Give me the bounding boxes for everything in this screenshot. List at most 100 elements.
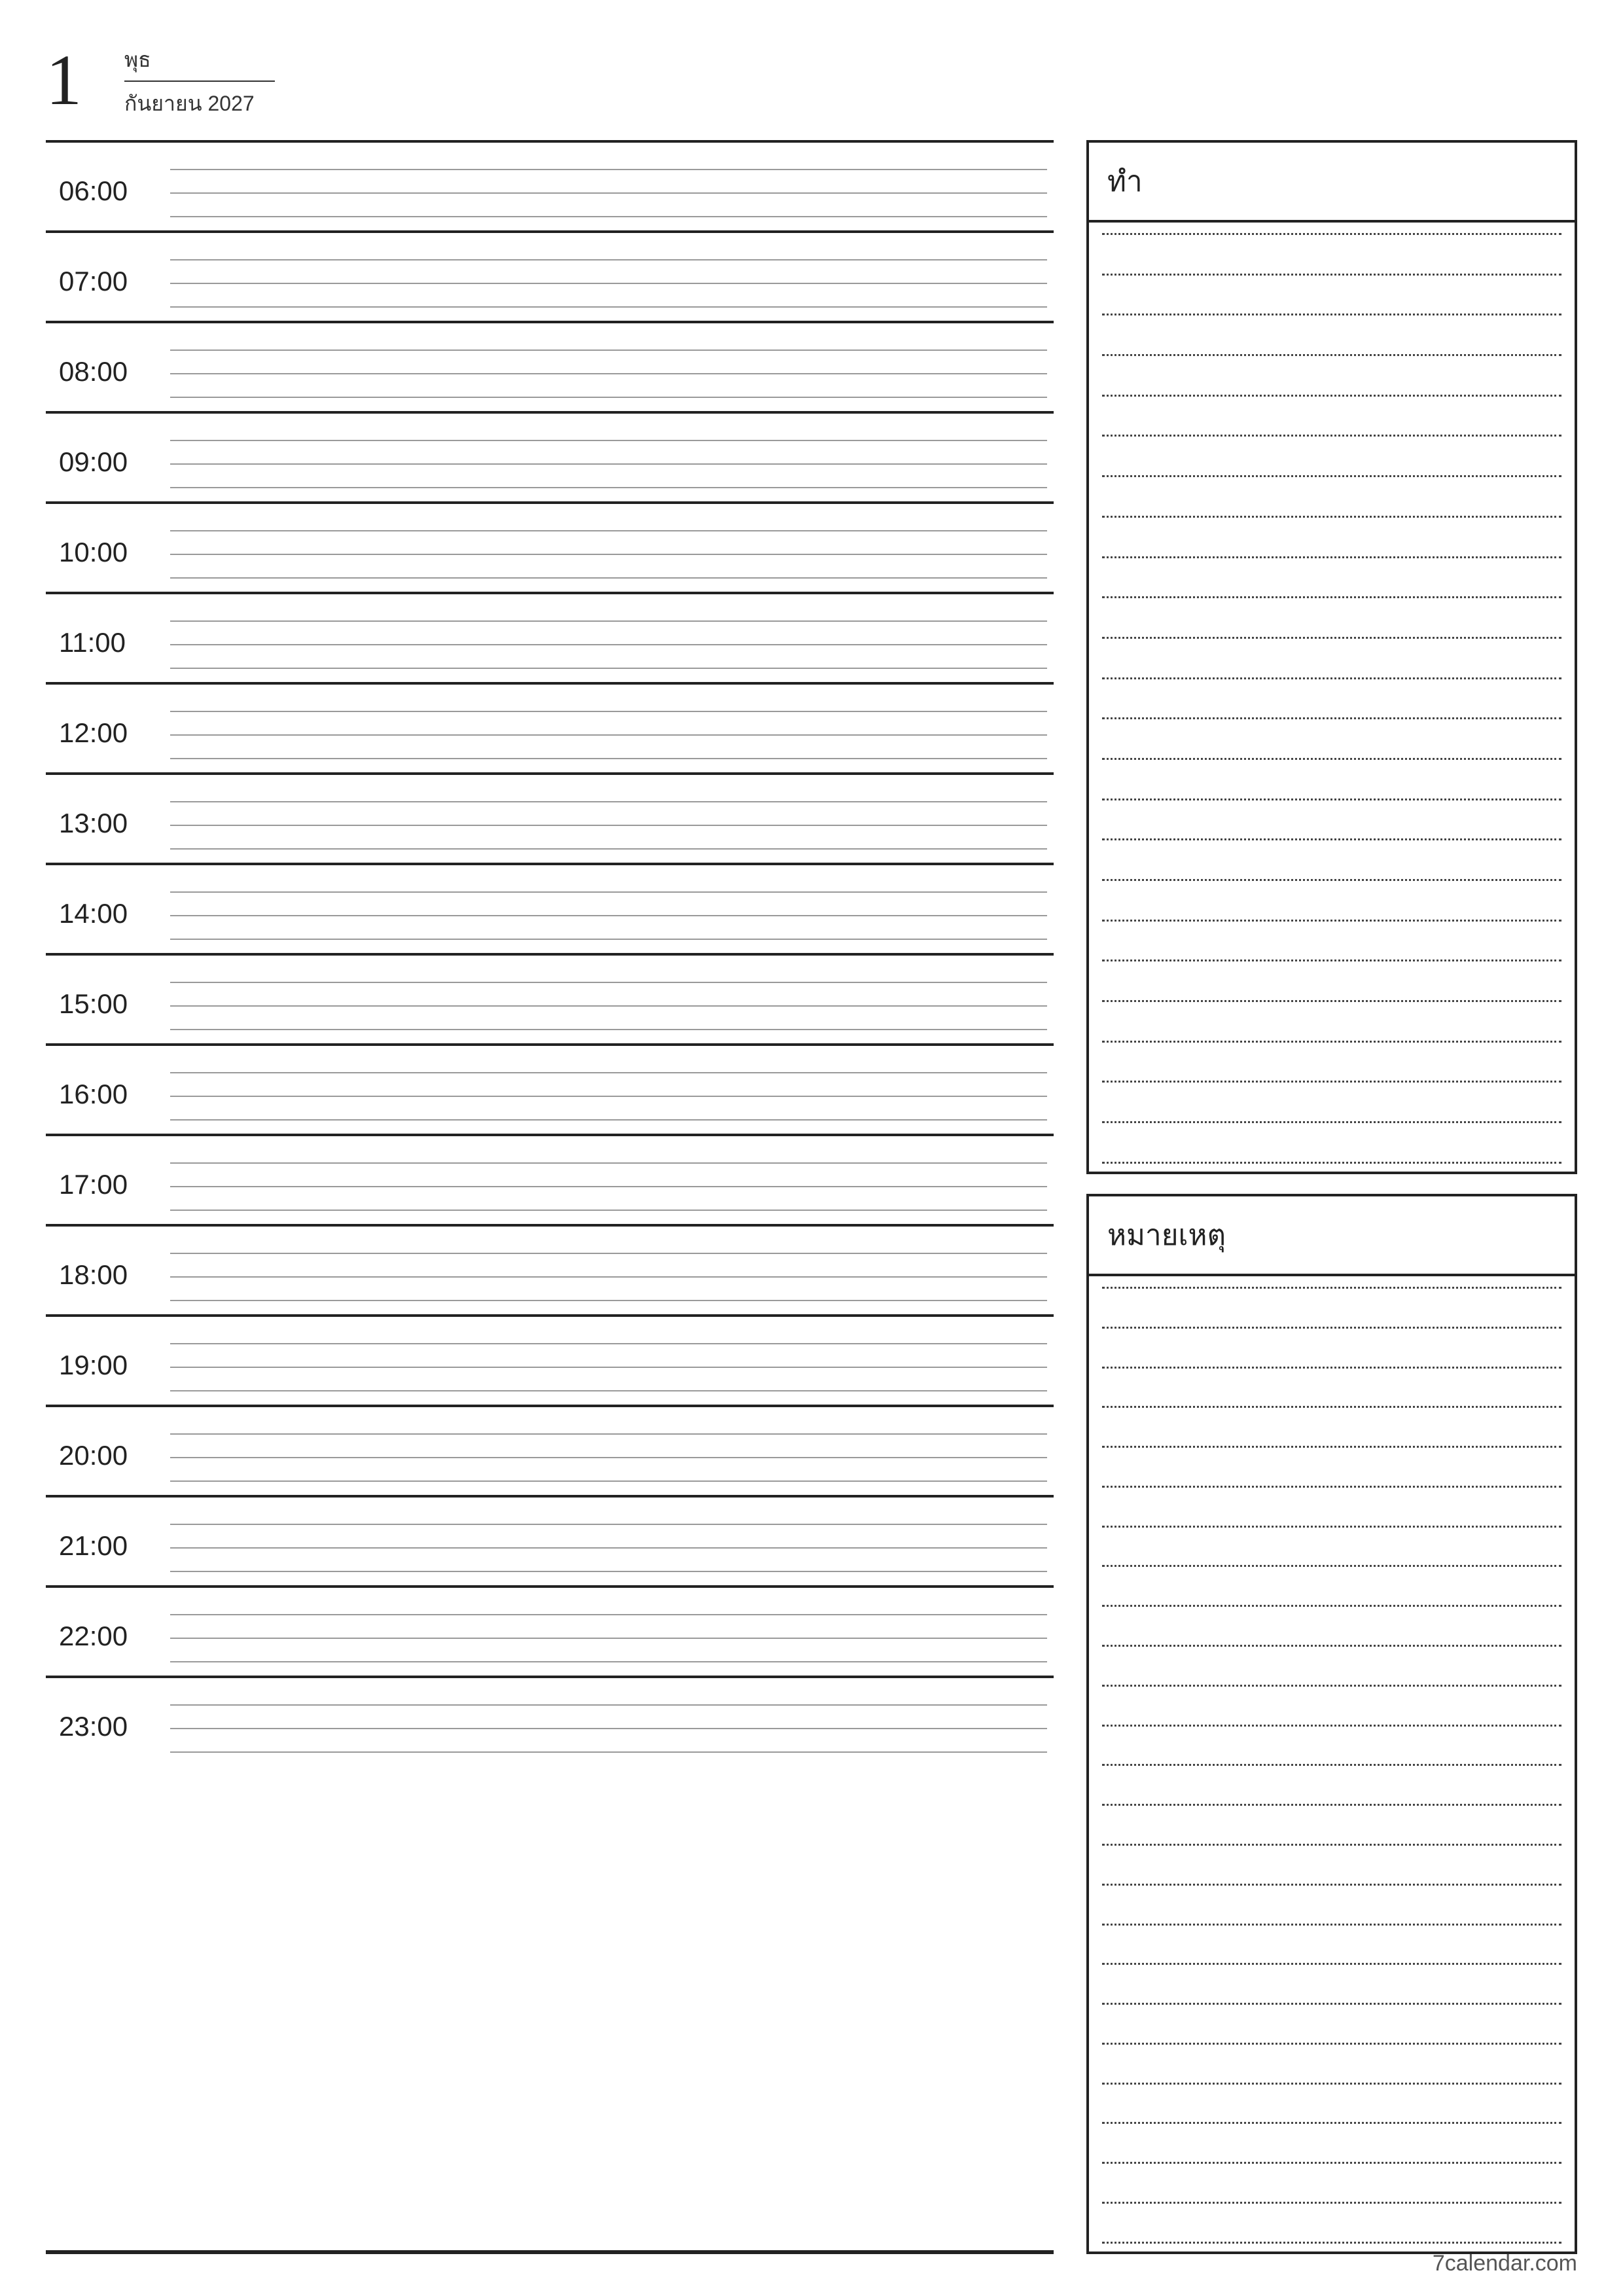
writing-rule [170, 734, 1047, 736]
writing-rule [170, 915, 1047, 916]
dotted-rule [1102, 1121, 1561, 1123]
dotted-rule [1102, 1804, 1561, 1806]
dotted-rule [1102, 1526, 1561, 1528]
dotted-rule [1102, 2162, 1561, 2164]
writing-rule [170, 283, 1047, 284]
dotted-rule [1102, 879, 1561, 881]
hour-lines [170, 1607, 1054, 1662]
hour-label: 23:00 [46, 1698, 170, 1742]
hour-lines [170, 1156, 1054, 1211]
dotted-rule [1102, 838, 1561, 840]
dotted-rule [1102, 677, 1561, 679]
dotted-rule [1102, 395, 1561, 397]
hour-lines [170, 1246, 1054, 1301]
todo-panel: ทำ [1086, 140, 1577, 1174]
hour-label: 09:00 [46, 433, 170, 478]
hour-label: 10:00 [46, 524, 170, 568]
dotted-rule [1102, 1924, 1561, 1926]
hour-lines [170, 524, 1054, 579]
dotted-rule [1102, 1844, 1561, 1846]
writing-rule [170, 801, 1047, 802]
hour-row: 09:00 [46, 414, 1054, 504]
dotted-rule [1102, 1725, 1561, 1727]
writing-rule [170, 259, 1047, 260]
hour-label: 21:00 [46, 1517, 170, 1562]
todo-title: ทำ [1089, 143, 1575, 223]
hour-label: 16:00 [46, 1066, 170, 1110]
date-block: พุธ กันยายน 2027 [124, 39, 275, 120]
dotted-rule [1102, 354, 1561, 356]
hour-row: 08:00 [46, 323, 1054, 414]
dotted-rule [1102, 717, 1561, 719]
todo-lines-area [1089, 223, 1575, 1172]
hour-lines [170, 1517, 1054, 1572]
dotted-rule [1102, 1287, 1561, 1289]
dotted-rule [1102, 435, 1561, 437]
hour-label: 13:00 [46, 795, 170, 839]
hour-row: 17:00 [46, 1136, 1054, 1227]
writing-rule [170, 350, 1047, 351]
writing-rule [170, 216, 1047, 217]
hour-row: 11:00 [46, 594, 1054, 685]
dotted-rule [1102, 274, 1561, 276]
hour-lines [170, 704, 1054, 759]
hour-row: 13:00 [46, 775, 1054, 865]
dotted-rule [1102, 1327, 1561, 1329]
dotted-rule [1102, 2122, 1561, 2124]
hour-label: 07:00 [46, 253, 170, 297]
hour-row: 18:00 [46, 1227, 1054, 1317]
header: 1 พุธ กันยายน 2027 [46, 39, 1577, 120]
writing-rule [170, 1638, 1047, 1639]
hour-label: 20:00 [46, 1427, 170, 1471]
writing-rule [170, 1343, 1047, 1344]
writing-rule [170, 982, 1047, 983]
dotted-rule [1102, 475, 1561, 477]
footer-credit: 7calendar.com [1433, 2251, 1577, 2276]
dotted-rule [1102, 516, 1561, 518]
dotted-rule [1102, 798, 1561, 800]
hour-label: 12:00 [46, 704, 170, 749]
hour-row: 10:00 [46, 504, 1054, 594]
hour-row: 07:00 [46, 233, 1054, 323]
writing-rule [170, 711, 1047, 712]
dotted-rule [1102, 1884, 1561, 1886]
hour-lines [170, 1427, 1054, 1482]
hour-row: 14:00 [46, 865, 1054, 956]
writing-rule [170, 373, 1047, 374]
writing-rule [170, 1547, 1047, 1549]
writing-rule [170, 1210, 1047, 1211]
hour-row: 06:00 [46, 143, 1054, 233]
writing-rule [170, 891, 1047, 893]
writing-rule [170, 306, 1047, 308]
writing-rule [170, 1119, 1047, 1121]
dotted-rule [1102, 2083, 1561, 2085]
writing-rule [170, 397, 1047, 398]
day-number: 1 [46, 44, 98, 116]
hour-label: 11:00 [46, 614, 170, 658]
writing-rule [170, 1524, 1047, 1525]
writing-rule [170, 848, 1047, 850]
hour-lines [170, 885, 1054, 940]
writing-rule [170, 644, 1047, 645]
dotted-rule [1102, 1685, 1561, 1687]
content-area: 06:00 07:00 08:00 09:00 10:00 11:00 12:00 13:00… [46, 140, 1577, 2254]
writing-rule [170, 440, 1047, 441]
dotted-rule [1102, 596, 1561, 598]
writing-rule [170, 1300, 1047, 1301]
hour-lines [170, 343, 1054, 398]
writing-rule [170, 1571, 1047, 1572]
writing-rule [170, 487, 1047, 488]
hour-row: 23:00 [46, 1678, 1054, 1766]
writing-rule [170, 1457, 1047, 1458]
notes-lines-area [1089, 1276, 1575, 2251]
writing-rule [170, 758, 1047, 759]
writing-rule [170, 1029, 1047, 1030]
writing-rule [170, 1096, 1047, 1097]
hourly-schedule: 06:00 07:00 08:00 09:00 10:00 11:00 12:00 13:00… [46, 140, 1054, 2254]
hour-row: 15:00 [46, 956, 1054, 1046]
writing-rule [170, 554, 1047, 555]
hour-lines [170, 614, 1054, 669]
hour-row: 12:00 [46, 685, 1054, 775]
dotted-rule [1102, 1406, 1561, 1408]
writing-rule [170, 1367, 1047, 1368]
